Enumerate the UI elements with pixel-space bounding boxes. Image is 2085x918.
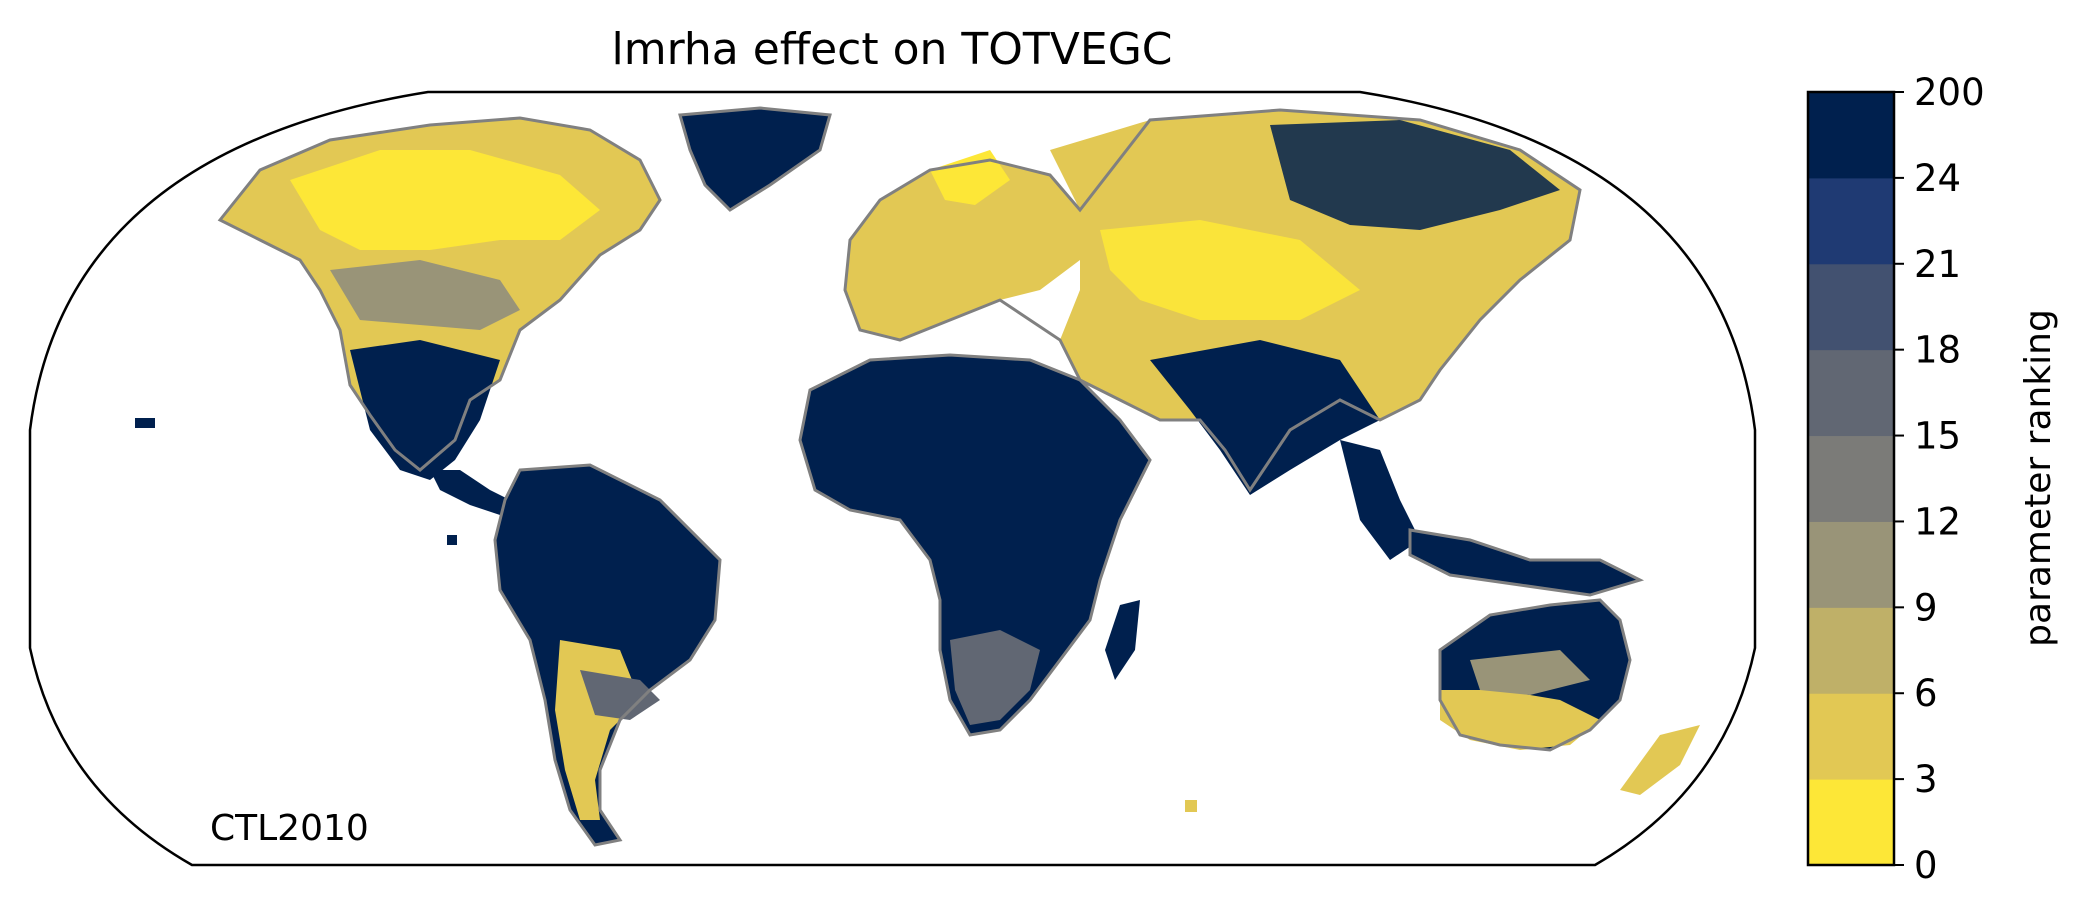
experiment-label: CTL2010 bbox=[210, 808, 369, 849]
colorbar-segment bbox=[1808, 693, 1894, 780]
colorbar-tick-label: 15 bbox=[1914, 415, 1961, 458]
greenland bbox=[680, 108, 830, 210]
australia-south bbox=[1440, 690, 1600, 750]
island-south-atlantic bbox=[1185, 800, 1197, 812]
indonesia bbox=[1410, 530, 1640, 595]
southeast-asia bbox=[1340, 440, 1420, 560]
asia-south bbox=[1150, 340, 1380, 495]
colorbar-segment bbox=[1808, 92, 1894, 179]
colorbar-ticks: 0 3 6 9 12 15 18 21 24 200 bbox=[1894, 71, 1985, 887]
asia-north-dark bbox=[1270, 120, 1560, 230]
colorbar-frame bbox=[1806, 90, 1896, 867]
colorbar-tick-label: 6 bbox=[1914, 672, 1938, 715]
central-america bbox=[430, 470, 520, 515]
colorbar-segment bbox=[1808, 607, 1894, 694]
colorbar-tick-label: 0 bbox=[1914, 844, 1938, 887]
africa bbox=[800, 355, 1150, 735]
land-layer bbox=[135, 108, 1700, 845]
australia-mid bbox=[1470, 650, 1590, 695]
europe bbox=[845, 160, 1080, 340]
colorbar-tick-label: 3 bbox=[1914, 758, 1938, 801]
madagascar bbox=[1105, 600, 1140, 680]
island-atlantic bbox=[447, 535, 457, 545]
colorbar-tick-label: 18 bbox=[1914, 329, 1961, 372]
europe-north bbox=[930, 150, 1010, 205]
colorbar-segment bbox=[1808, 779, 1894, 866]
colorbar-segment bbox=[1808, 263, 1894, 351]
south-america-mid bbox=[580, 670, 660, 720]
north-america-south bbox=[350, 340, 500, 480]
map-title: lmrha effect on TOTVEGC bbox=[611, 24, 1172, 75]
colorbar-segments bbox=[1808, 92, 1894, 866]
coastlines bbox=[217, 106, 1645, 847]
map-panel: CTL2010 bbox=[28, 90, 1757, 867]
colorbar-tick-label: 21 bbox=[1914, 243, 1961, 286]
colorbar-tick-label: 12 bbox=[1914, 500, 1961, 543]
colorbar-segment bbox=[1808, 177, 1894, 265]
colorbar-tick-label: 9 bbox=[1914, 586, 1938, 629]
colorbar-label: parameter ranking bbox=[2018, 309, 2059, 647]
hawaii bbox=[135, 418, 155, 428]
north-america-mix bbox=[330, 260, 520, 330]
colorbar-tick-label: 24 bbox=[1914, 157, 1961, 200]
colorbar: 0 3 6 9 12 15 18 21 24 200 parameter ranking bbox=[1806, 71, 2059, 887]
asia-central-yellow bbox=[1100, 220, 1360, 320]
colorbar-tick-label: 200 bbox=[1914, 71, 1985, 114]
colorbar-segment bbox=[1808, 521, 1894, 608]
north-america-north-yellow bbox=[290, 150, 600, 250]
africa-south bbox=[950, 630, 1040, 725]
colorbar-segment bbox=[1808, 349, 1894, 437]
new-zealand bbox=[1620, 725, 1700, 795]
colorbar-segment bbox=[1808, 435, 1894, 522]
